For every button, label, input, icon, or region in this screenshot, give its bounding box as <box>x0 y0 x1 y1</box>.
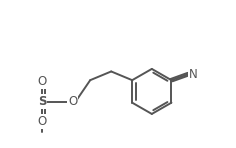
Text: O: O <box>68 95 77 108</box>
Text: O: O <box>38 75 47 89</box>
Text: S: S <box>38 95 46 108</box>
Text: O: O <box>38 115 47 128</box>
Text: N: N <box>189 67 198 81</box>
